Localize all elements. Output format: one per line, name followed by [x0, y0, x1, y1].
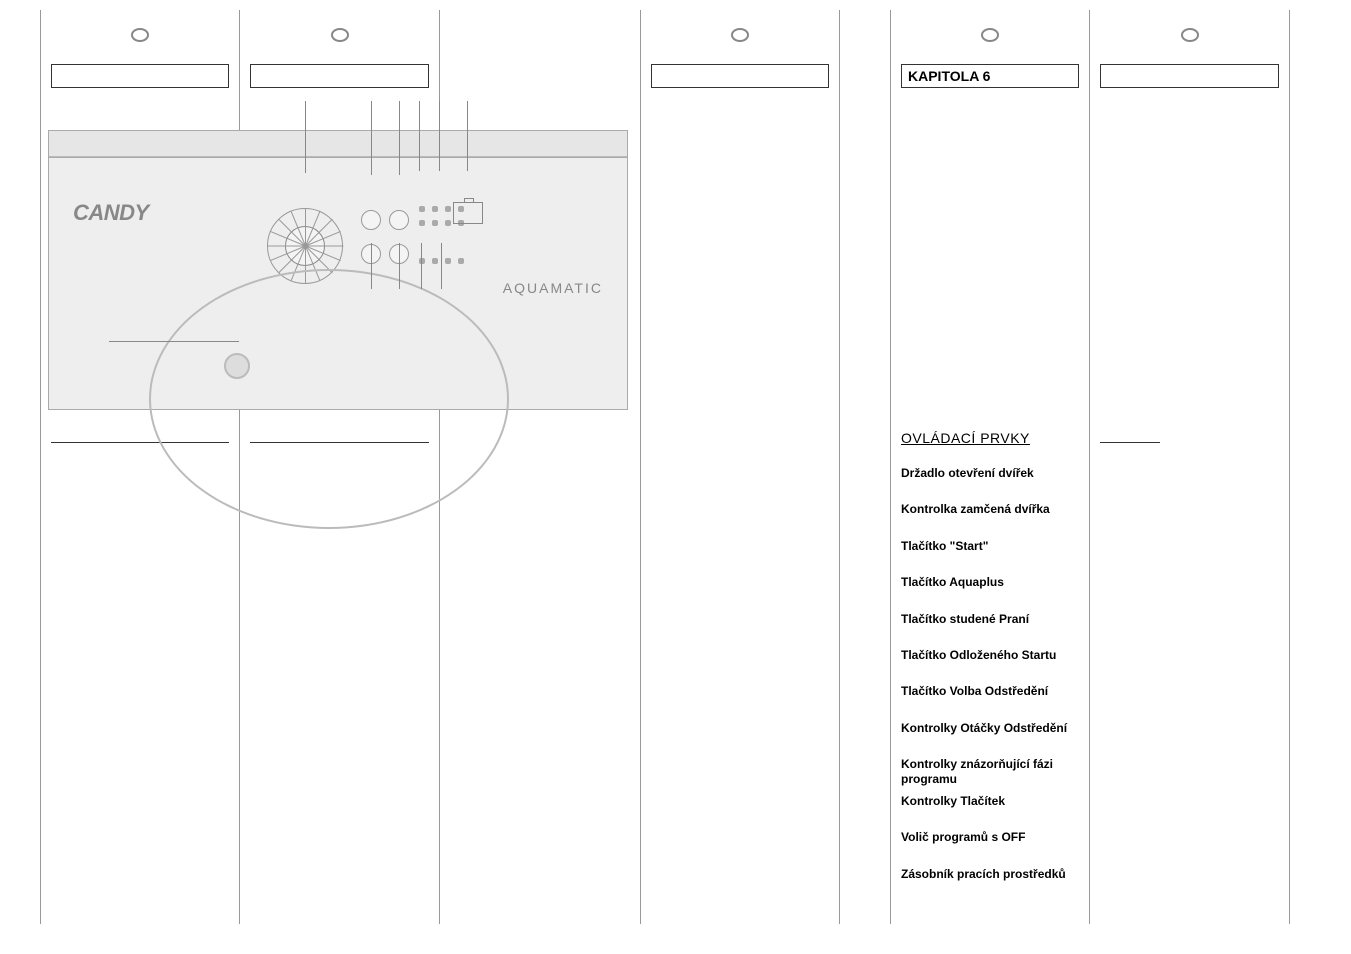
chapter-title: KAPITOLA 6 [908, 68, 990, 84]
led-icon [432, 206, 438, 212]
panel-button-icon [361, 210, 381, 230]
leader-line [421, 243, 422, 289]
control-item: Držadlo otevření dvířek [901, 466, 1079, 480]
drawer-notch [464, 198, 474, 203]
led-icon [432, 220, 438, 226]
section-divider [1100, 442, 1160, 443]
control-item: Kontrolky Otáčky Odstředění [901, 721, 1079, 735]
dial-tick [268, 246, 306, 247]
led-icon [419, 258, 425, 264]
appliance-diagram: CANDY AQUAMATIC [48, 130, 628, 410]
chapter-title-box [1100, 64, 1279, 88]
leader-line [371, 243, 372, 289]
chapter-title-box [250, 64, 429, 88]
control-item: Kontrolka zamčená dvířka [901, 502, 1079, 516]
leader-line [371, 101, 372, 175]
leader-line [441, 243, 442, 289]
binder-ring-icon [981, 28, 999, 42]
model-sublabel: AQUAMATIC [503, 280, 603, 296]
chapter-title-box [51, 64, 229, 88]
door-handle-icon [224, 353, 250, 379]
column-5 [1090, 10, 1290, 924]
leader-line [439, 101, 440, 171]
led-icon [445, 220, 451, 226]
led-icon [419, 220, 425, 226]
panel-button-icon [389, 210, 409, 230]
leader-line [467, 101, 468, 171]
control-item: Kontrolky Tlačítek [901, 794, 1079, 808]
dial-tick [306, 246, 344, 247]
column-3 [640, 10, 840, 924]
binder-ring-icon [1181, 28, 1199, 42]
panel-face: CANDY AQUAMATIC [49, 157, 627, 409]
binder-ring-icon [331, 28, 349, 42]
chapter-title-box [651, 64, 829, 88]
control-item: Kontrolky znázorňující fázi programu [901, 757, 1079, 786]
leader-line [399, 243, 400, 289]
dial-tick [305, 208, 306, 246]
brand-logo: CANDY [73, 200, 149, 226]
control-item: Tlačítko Volba Odstředění [901, 684, 1079, 698]
leader-line [419, 101, 420, 171]
leader-line [305, 101, 306, 173]
led-icon [445, 206, 451, 212]
control-item: Tlačítko "Start" [901, 539, 1079, 553]
chapter-title-box: KAPITOLA 6 [901, 64, 1079, 88]
binder-ring-icon [131, 28, 149, 42]
control-item: Tlačítko studené Praní [901, 612, 1079, 626]
panel-top-rim [49, 131, 627, 157]
binder-ring-icon [731, 28, 749, 42]
column-4: KAPITOLA 6 OVLÁDACÍ PRVKY Držadlo otevře… [890, 10, 1090, 924]
control-item: Tlačítko Aquaplus [901, 575, 1079, 589]
led-icon [458, 258, 464, 264]
controls-section: OVLÁDACÍ PRVKY Držadlo otevření dvířek Ko… [901, 430, 1079, 903]
control-item: Zásobník pracích prostředků [901, 867, 1079, 881]
door-outline [149, 269, 509, 529]
detergent-drawer-icon [453, 202, 483, 224]
led-icon [445, 258, 451, 264]
section-heading: OVLÁDACÍ PRVKY [901, 430, 1079, 446]
led-icon [419, 206, 425, 212]
led-icon [432, 258, 438, 264]
control-item: Volič programů s OFF [901, 830, 1079, 844]
controls-list: Držadlo otevření dvířek Kontrolka zamčená… [901, 466, 1079, 881]
leader-line [109, 341, 239, 342]
control-item: Tlačítko Odloženého Startu [901, 648, 1079, 662]
leader-line [399, 101, 400, 175]
